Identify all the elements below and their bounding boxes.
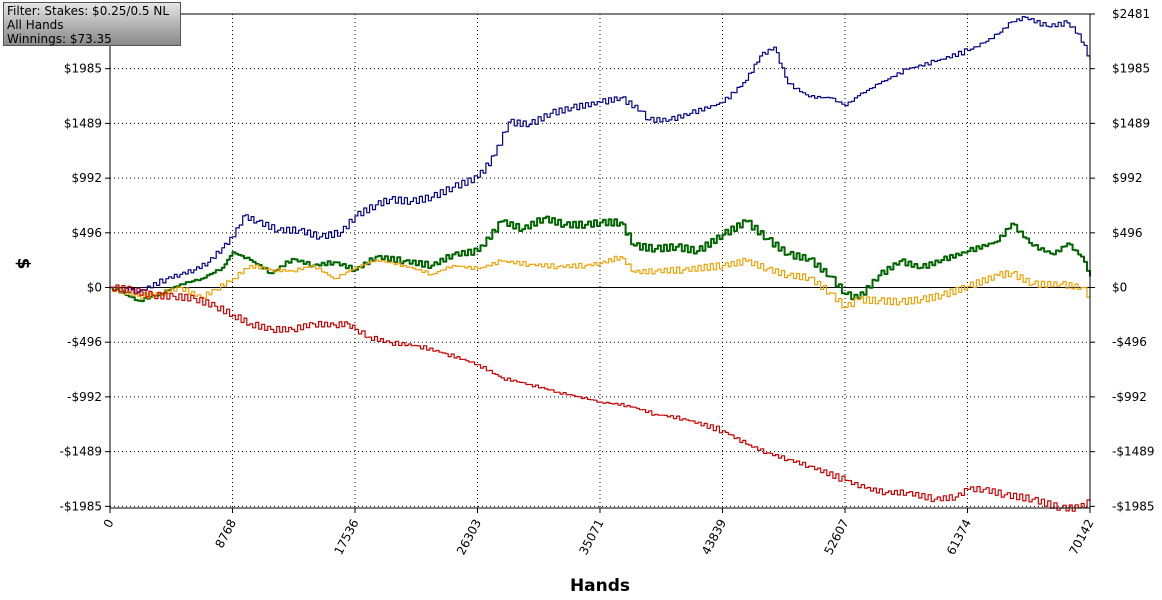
- y-tick-label: -$1489: [59, 445, 102, 459]
- x-axis: 0 8768 17536 26303 35071 43839 52607 61374 70142: [101, 508, 1097, 557]
- y-tick-label: $2481: [1112, 7, 1150, 21]
- x-tick-label: 8768: [212, 517, 239, 551]
- y-tick-label: -$1985: [1112, 499, 1155, 513]
- y-tick-label: $0: [87, 281, 102, 295]
- y-tick-label: -$496: [1112, 335, 1147, 349]
- y-tick-label: $1985: [64, 62, 102, 76]
- series-lines: [110, 16, 1091, 512]
- y-tick-label: -$496: [67, 335, 102, 349]
- x-tick-label: 70142: [1066, 517, 1096, 557]
- y-tick-label: -$992: [67, 390, 102, 404]
- x-tick-label: 0: [101, 517, 117, 530]
- y-tick-label: -$1489: [1112, 445, 1155, 459]
- y-axis-title: $: [13, 258, 33, 270]
- filter-label: Filter: Stakes: $0.25/0.5 NL: [7, 4, 170, 18]
- x-tick-label: 17536: [331, 517, 361, 557]
- y-tick-label: $496: [71, 226, 102, 240]
- filter-info-box: Filter: Stakes: $0.25/0.5 NL All Hands W…: [3, 2, 181, 46]
- blue-series-line: [110, 16, 1091, 295]
- x-tick-label: 43839: [699, 517, 729, 557]
- x-tick-label: 26303: [454, 517, 484, 557]
- orange-series-line: [110, 255, 1091, 309]
- y-tick-label: $496: [1112, 226, 1143, 240]
- y-tick-label: $992: [1112, 171, 1143, 185]
- y-axis-right: $2481 $1985 $1489 $992 $496 $0 -$496 -$992 -$148…: [1090, 7, 1155, 513]
- x-axis-title: Hands: [570, 576, 630, 596]
- y-tick-label: -$1985: [59, 499, 102, 513]
- x-tick-label: 35071: [576, 517, 606, 557]
- y-tick-label: $1489: [1112, 116, 1150, 130]
- green-series-line: [110, 215, 1091, 303]
- x-tick-label: 61374: [944, 517, 974, 557]
- y-tick-label: $1489: [64, 116, 102, 130]
- y-tick-label: $0: [1112, 281, 1127, 295]
- hands-filter-label: All Hands: [7, 18, 64, 32]
- red-series-line: [110, 284, 1091, 512]
- y-axis-left: $2481$1985$1489$992$496$0-$496-$992-$148…: [59, 7, 110, 513]
- x-tick-label: 52607: [821, 517, 851, 557]
- y-tick-label: $1985: [1112, 62, 1150, 76]
- y-tick-label: $992: [71, 171, 102, 185]
- y-tick-label: -$992: [1112, 390, 1147, 404]
- winnings-label: Winnings: $73.35: [7, 32, 112, 46]
